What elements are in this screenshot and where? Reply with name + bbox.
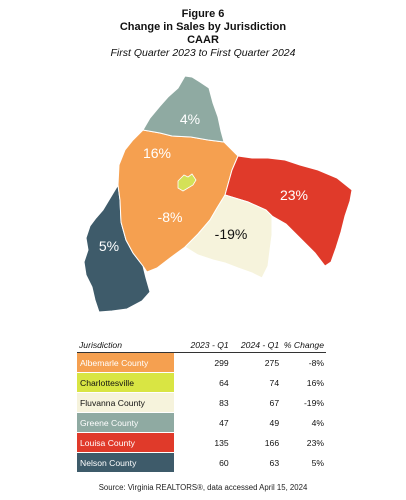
table-row: Albemarle County 299 275 -8% — [77, 352, 326, 373]
label-nelson: 5% — [99, 238, 119, 254]
col-pct-change: % Change — [281, 338, 326, 353]
value-pct-change: 23% — [281, 432, 326, 453]
value-2023-q1: 47 — [173, 412, 231, 433]
value-2024-q1: 49 — [230, 412, 282, 433]
value-pct-change: 5% — [281, 452, 326, 473]
jurisdiction-name: Greene County — [77, 412, 174, 433]
value-2023-q1: 135 — [173, 432, 231, 453]
figure-title: Change in Sales by Jurisdiction — [119, 21, 287, 33]
value-pct-change: 16% — [281, 372, 326, 393]
source-note: Source: Virginia REALTORS®, data accesse… — [98, 483, 308, 492]
table-row: Fluvanna County 83 67 -19% — [77, 392, 326, 413]
value-2024-q1: 275 — [230, 352, 282, 373]
jurisdiction-table: Jurisdiction 2023 - Q1 2024 - Q1 % Chang… — [77, 338, 326, 473]
jurisdiction-name: Fluvanna County — [77, 392, 174, 413]
label-fluvanna: -19% — [215, 226, 248, 242]
label-albemarle: -8% — [158, 209, 183, 225]
value-2024-q1: 74 — [230, 372, 282, 393]
table-row: Greene County 47 49 4% — [77, 412, 326, 433]
figure-subtitle: First Quarter 2023 to First Quarter 2024 — [110, 47, 296, 59]
label-greene: 4% — [180, 111, 200, 127]
label-louisa: 23% — [280, 187, 308, 203]
jurisdiction-name: Albemarle County — [77, 352, 174, 373]
table-row: Charlottesville 64 74 16% — [77, 372, 326, 393]
table-row: Nelson County 60 63 5% — [77, 452, 326, 473]
value-2024-q1: 63 — [230, 452, 282, 473]
table-row: Louisa County 135 166 23% — [77, 432, 326, 453]
value-2024-q1: 67 — [230, 392, 282, 413]
col-jurisdiction: Jurisdiction — [77, 338, 174, 353]
col-2024-q1: 2024 - Q1 — [230, 338, 282, 353]
value-2023-q1: 60 — [173, 452, 231, 473]
value-2023-q1: 83 — [173, 392, 231, 413]
figure-org: CAAR — [187, 34, 219, 46]
region-fluvanna[interactable] — [184, 194, 273, 279]
value-2023-q1: 299 — [173, 352, 231, 373]
value-pct-change: -8% — [281, 352, 326, 373]
region-charlottesville[interactable] — [177, 173, 197, 192]
value-pct-change: 4% — [281, 412, 326, 433]
table-header-row: Jurisdiction 2023 - Q1 2024 - Q1 % Chang… — [77, 338, 326, 353]
value-2023-q1: 64 — [173, 372, 231, 393]
value-2024-q1: 166 — [230, 432, 282, 453]
col-2023-q1: 2023 - Q1 — [173, 338, 231, 353]
jurisdiction-name: Louisa County — [77, 432, 174, 453]
label-charlottesville: 16% — [143, 145, 171, 161]
region-greene[interactable] — [142, 75, 225, 143]
jurisdiction-name: Nelson County — [77, 452, 174, 473]
value-pct-change: -19% — [281, 392, 326, 413]
figure-number: Figure 6 — [181, 8, 225, 20]
jurisdiction-name: Charlottesville — [77, 372, 174, 393]
